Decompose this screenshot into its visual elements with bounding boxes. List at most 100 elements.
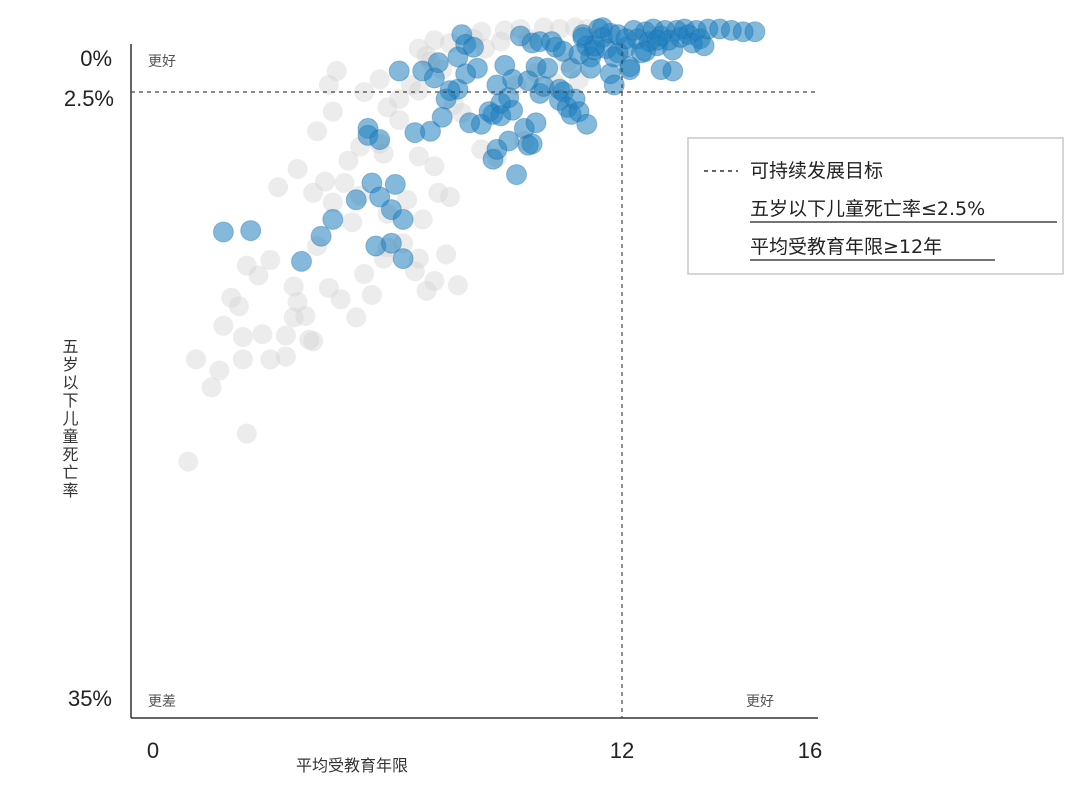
other-point (236, 423, 257, 444)
other-point (315, 171, 335, 192)
highlight-point (345, 189, 367, 211)
highlight-point (603, 46, 625, 68)
highlight-point (619, 59, 641, 81)
other-point (201, 377, 222, 398)
highlight-point (240, 220, 262, 242)
other-point (424, 156, 445, 177)
other-point (229, 296, 249, 317)
other-point (303, 331, 324, 352)
other-point (330, 289, 351, 310)
other-point (389, 110, 410, 130)
other-point (322, 101, 343, 122)
other-point (287, 292, 308, 312)
highlight-point (603, 74, 625, 96)
x-tick-12: 12 (610, 738, 634, 763)
other-point (209, 360, 230, 381)
y-tick-2-5: 2.5% (64, 86, 114, 111)
other-point (178, 451, 199, 472)
other-point (369, 69, 390, 90)
other-point (213, 315, 234, 336)
highlight-points-layer (212, 17, 766, 272)
other-point (389, 89, 410, 109)
highlight-point (521, 133, 543, 155)
y-tick-35: 35% (68, 686, 112, 711)
other-point (408, 146, 429, 167)
highlight-point (392, 208, 414, 230)
other-point (318, 278, 339, 298)
other-point (275, 325, 296, 346)
x-axis-title: 平均受教育年限 (296, 756, 408, 775)
x-tick-0: 0 (147, 738, 159, 763)
other-point (424, 271, 445, 291)
highlight-point (592, 17, 613, 39)
other-point (346, 307, 367, 328)
corner-label-top-left: 更好 (148, 54, 176, 70)
other-point (408, 80, 429, 101)
other-point (260, 349, 281, 370)
other-point (232, 349, 253, 370)
other-point (400, 75, 421, 95)
highlight-point (744, 21, 766, 43)
other-point (283, 276, 304, 297)
highlight-point (459, 112, 481, 134)
other-point (299, 329, 320, 350)
other-point (408, 248, 429, 269)
corner-label-bottom-right: 更好 (746, 694, 774, 710)
highlight-point (509, 25, 531, 47)
highlight-point (291, 250, 312, 272)
highlight-point (463, 36, 484, 58)
highlight-point (212, 221, 234, 243)
highlight-point (427, 52, 449, 74)
highlight-point (572, 24, 594, 46)
legend-item-mortality: 五岁以下儿童死亡率≤2.5% (750, 198, 985, 220)
corner-label-bottom-left: 更差 (148, 694, 176, 710)
other-point (342, 212, 363, 233)
highlight-point (384, 173, 406, 195)
other-point (338, 150, 359, 171)
other-point (490, 31, 511, 52)
highlight-point (650, 59, 672, 81)
other-point (436, 244, 457, 265)
highlight-point (506, 164, 527, 186)
legend-box (687, 137, 1064, 275)
highlight-point (466, 57, 488, 79)
highlight-point (537, 57, 559, 79)
highlight-point (380, 232, 402, 254)
other-point (447, 275, 468, 296)
highlight-point (435, 88, 457, 110)
other-point (471, 21, 492, 42)
other-point (326, 61, 347, 81)
other-point (416, 280, 437, 301)
highlight-point (420, 120, 441, 142)
other-point (221, 287, 242, 308)
other-point (287, 159, 308, 179)
highlight-point (388, 60, 410, 82)
x-tick-16: 16 (798, 738, 822, 763)
y-axis-title: 五岁以下儿童死亡率 (60, 338, 79, 500)
other-point (361, 285, 382, 305)
other-point (303, 182, 324, 203)
other-point (404, 261, 425, 282)
highlight-point (486, 138, 508, 160)
other-point (408, 38, 429, 59)
highlight-point (525, 112, 547, 134)
other-point (428, 182, 449, 203)
other-point (318, 75, 339, 95)
other-point (377, 97, 398, 118)
other-point (334, 173, 355, 193)
highlight-point (498, 87, 520, 109)
other-point (295, 306, 316, 326)
other-point (248, 265, 269, 286)
other-point (186, 349, 206, 370)
highlight-point (310, 225, 332, 247)
highlight-point (431, 106, 453, 128)
highlight-point (568, 43, 590, 65)
other-point (260, 250, 281, 270)
highlight-point (322, 208, 344, 230)
other-point (322, 192, 343, 213)
y-tick-0: 0% (80, 46, 112, 71)
highlight-point (494, 54, 516, 76)
other-point (307, 121, 328, 142)
other-point (354, 264, 375, 284)
